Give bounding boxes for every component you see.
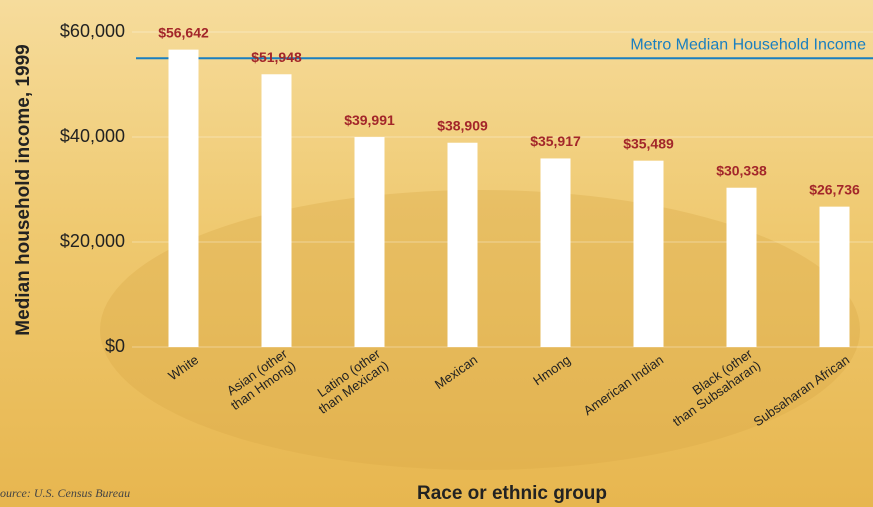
y-tick-label: $20,000	[60, 231, 125, 251]
x-axis-title: Race or ethnic group	[417, 483, 607, 504]
value-label: $35,489	[623, 135, 674, 151]
value-label: $30,338	[716, 162, 767, 178]
bar	[540, 158, 571, 347]
bar	[354, 137, 385, 347]
bar	[633, 160, 664, 347]
y-tick-label: $40,000	[60, 126, 125, 146]
y-axis-title: Median household income, 1999	[13, 44, 34, 335]
source-note: Source: U.S. Census Bureau	[0, 486, 130, 500]
y-tick-label: $0	[105, 336, 125, 356]
bar	[168, 49, 199, 347]
bar	[447, 142, 478, 347]
reference-label: Metro Median Household Income	[630, 36, 866, 53]
y-tick-label: $60,000	[60, 21, 125, 41]
value-label: $56,642	[158, 24, 209, 40]
value-label: $35,917	[530, 133, 581, 149]
bar	[726, 187, 757, 347]
value-label: $38,909	[437, 117, 488, 133]
bar	[261, 74, 292, 347]
value-label: $51,948	[251, 49, 302, 65]
bar	[819, 206, 850, 347]
value-label: $39,991	[344, 112, 395, 128]
value-label: $26,736	[809, 181, 860, 197]
